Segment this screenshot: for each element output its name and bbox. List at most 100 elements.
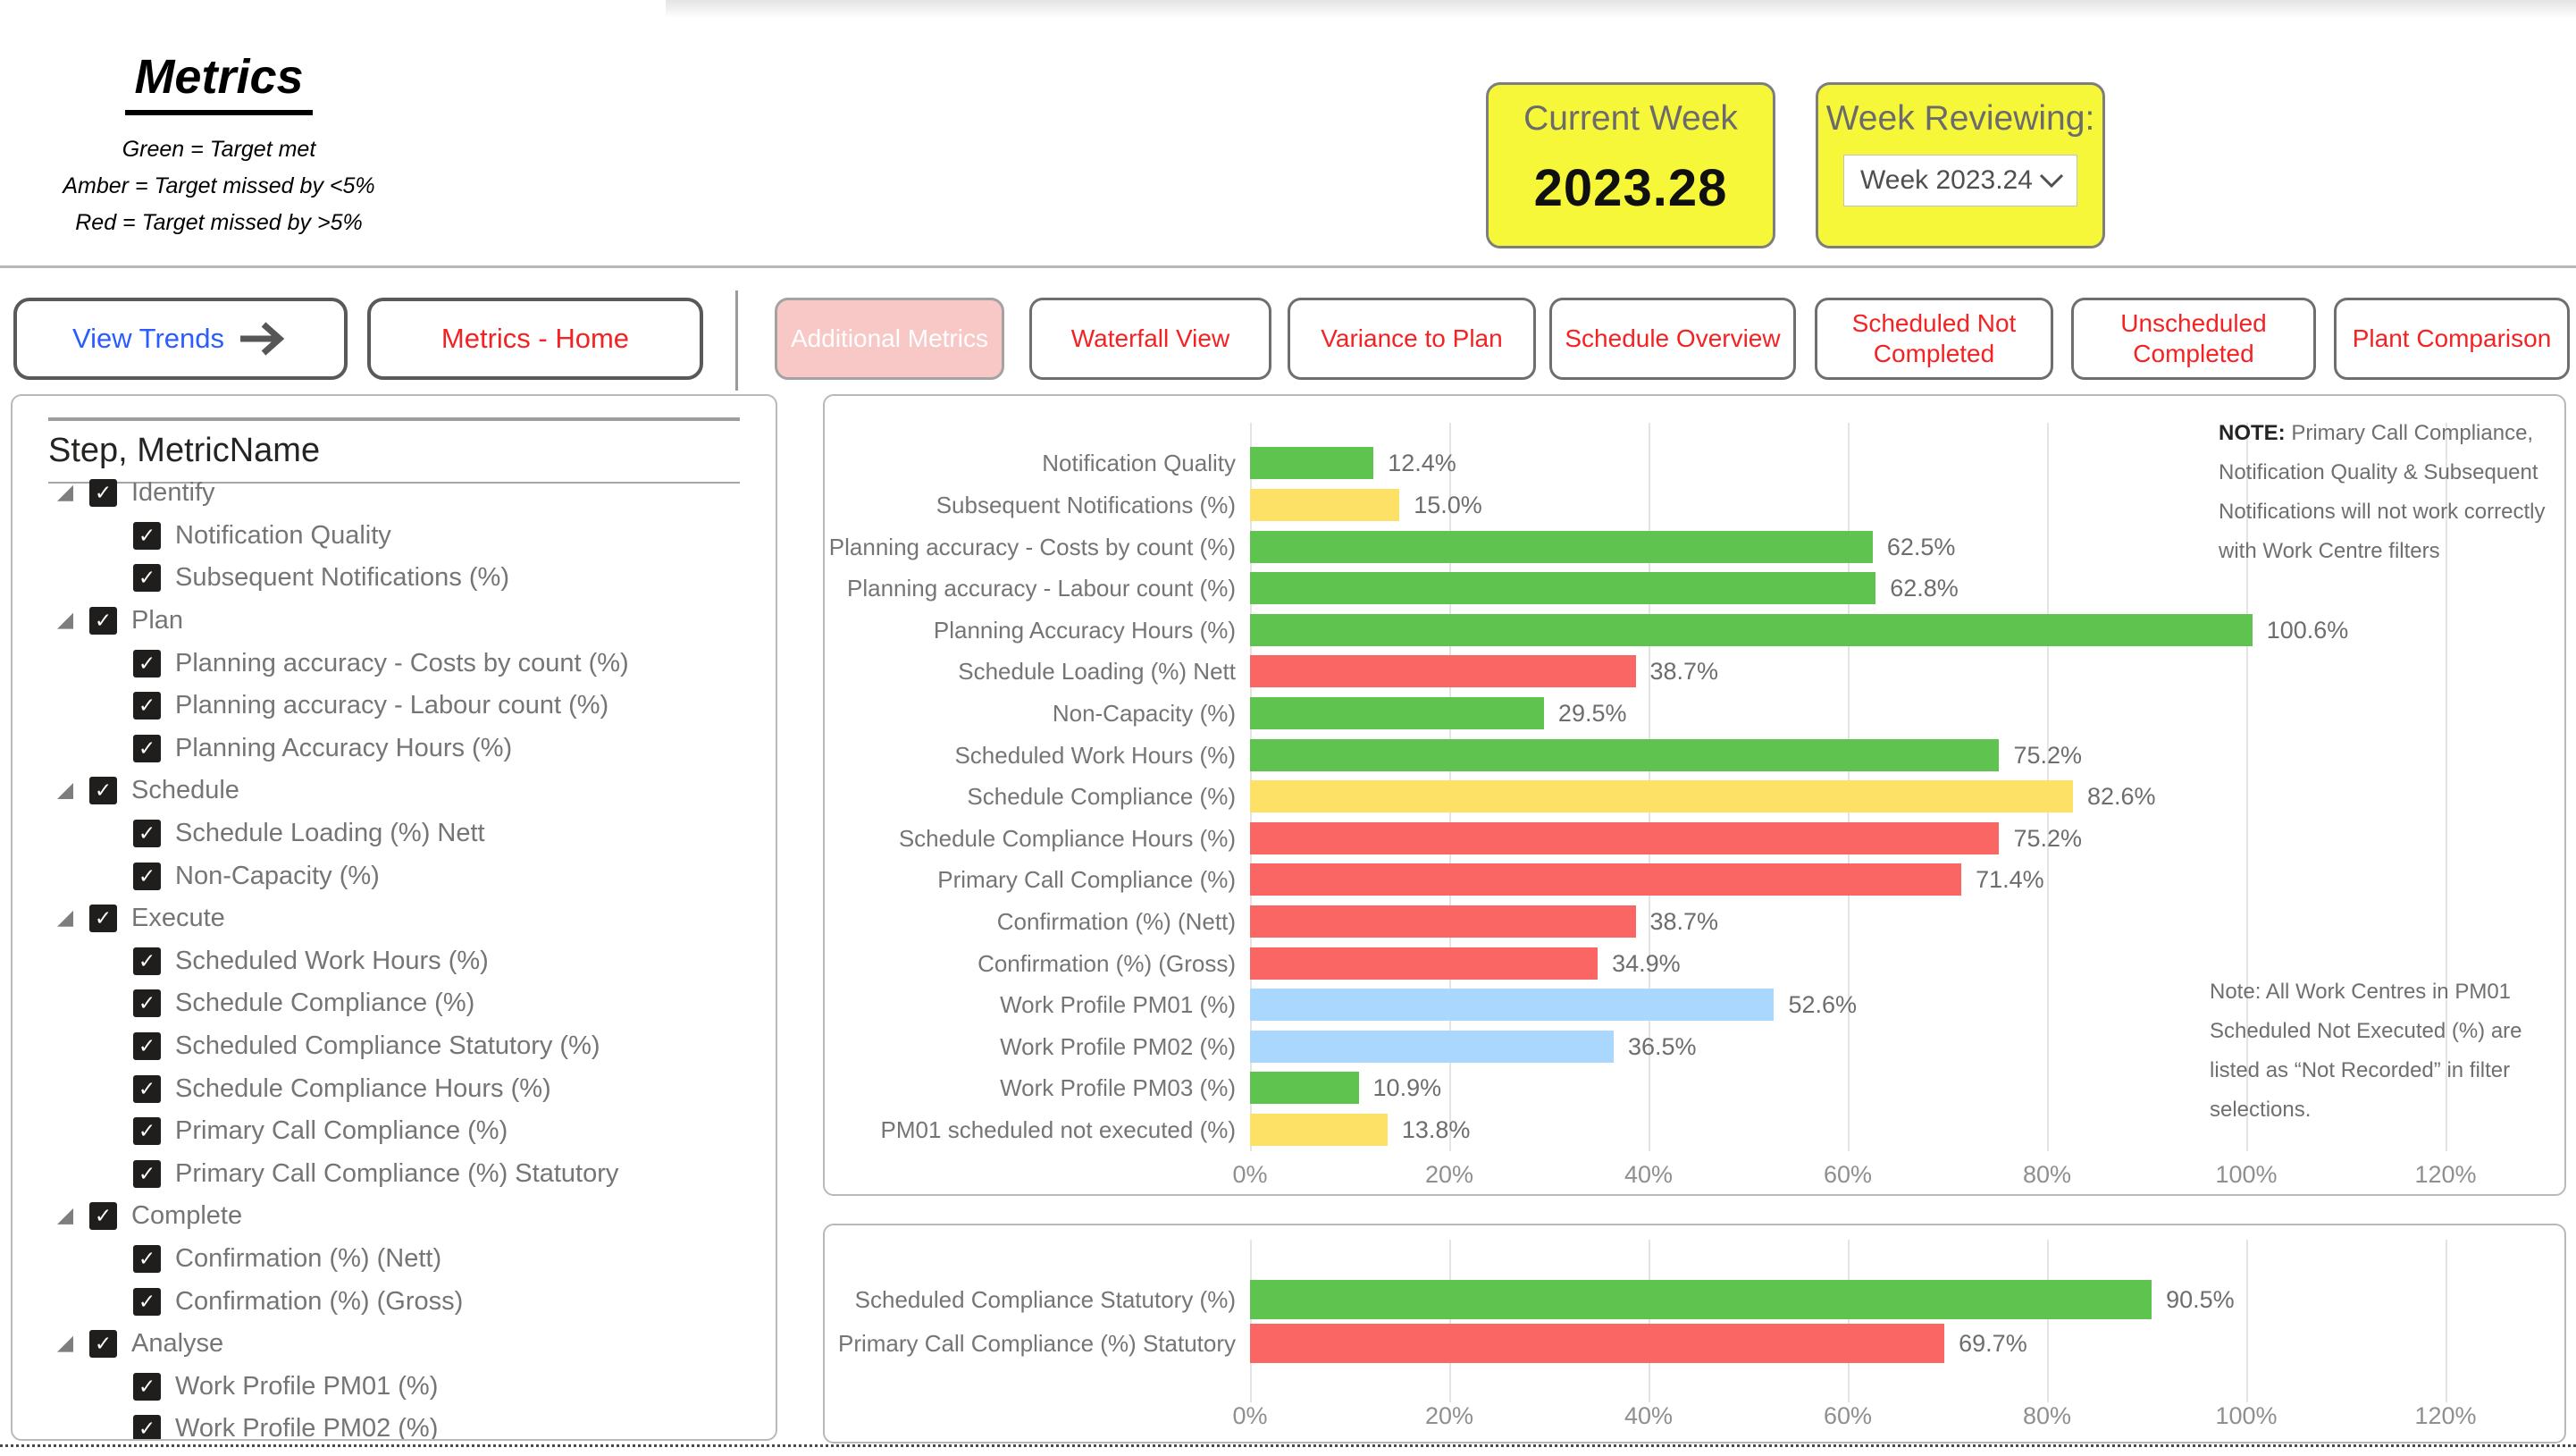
data-label: 38.7% xyxy=(1649,658,1719,686)
category-label: Scheduled Compliance Statutory (%) xyxy=(854,1285,1236,1313)
checkbox[interactable]: ✓ xyxy=(133,692,161,720)
checkbox[interactable]: ✓ xyxy=(133,862,161,890)
tree-item-identify[interactable]: ✓ Identify xyxy=(13,472,776,515)
tab-schedule-overview[interactable]: Schedule Overview xyxy=(1549,298,1796,380)
axis-tick-label: 120% xyxy=(2414,1402,2477,1429)
legend-green: Green = Target met xyxy=(122,137,316,162)
bar-schedule-loading-nett[interactable] xyxy=(1250,655,1636,688)
header-left: Metrics Green = Target met Amber = Targe… xyxy=(27,49,411,241)
tree-item-subsequent-notifications[interactable]: ✓ Subsequent Notifications (%) xyxy=(13,557,776,600)
expand-icon[interactable] xyxy=(57,612,73,629)
checkbox[interactable]: ✓ xyxy=(133,947,161,975)
bar-subsequent-notifications[interactable] xyxy=(1250,488,1400,521)
tree-item-planning-accuracy-labour-count[interactable]: ✓ Planning accuracy - Labour count (%) xyxy=(13,685,776,728)
tree-item-schedule[interactable]: ✓ Schedule xyxy=(13,770,776,812)
bar-scheduled-work-hours[interactable] xyxy=(1250,738,2000,771)
week-dropdown[interactable]: Week 2023.24 xyxy=(1843,155,2077,206)
data-label: 71.4% xyxy=(1976,866,2044,894)
bar-confirmation-gross[interactable] xyxy=(1250,947,1598,980)
tree-item-schedule-compliance-hours[interactable]: ✓ Schedule Compliance Hours (%) xyxy=(13,1067,776,1110)
category-label: Planning Accuracy Hours (%) xyxy=(933,616,1236,644)
tree-item-execute[interactable]: ✓ Execute xyxy=(13,897,776,940)
gridline xyxy=(1250,1240,1252,1402)
checkbox[interactable]: ✓ xyxy=(133,521,161,550)
bar-scheduled-compliance-statutory[interactable] xyxy=(1250,1279,2152,1319)
bar-confirmation-nett[interactable] xyxy=(1250,905,1636,938)
tree-item-schedule-compliance[interactable]: ✓ Schedule Compliance (%) xyxy=(13,982,776,1025)
bar-planning-accuracy-labour-count[interactable] xyxy=(1250,572,1876,605)
checkbox[interactable]: ✓ xyxy=(133,1287,161,1316)
tree-item-non-capacity[interactable]: ✓ Non-Capacity (%) xyxy=(13,854,776,897)
tree-item-label: Schedule Compliance (%) xyxy=(175,989,475,1018)
sidebar-topline xyxy=(48,417,740,421)
expand-icon[interactable] xyxy=(57,1208,73,1225)
tab-variance-to-plan[interactable]: Variance to Plan xyxy=(1288,298,1536,380)
bar-planning-accuracy-costs-by-count[interactable] xyxy=(1250,530,1873,563)
expand-icon[interactable] xyxy=(57,1335,73,1352)
tree-item-scheduled-work-hours[interactable]: ✓ Scheduled Work Hours (%) xyxy=(13,940,776,983)
tree-item-label: Complete xyxy=(131,1201,243,1231)
expand-icon[interactable] xyxy=(57,782,73,799)
tab-unscheduled-completed[interactable]: Unscheduled Completed xyxy=(2071,298,2316,380)
metrics-home-button[interactable]: Metrics - Home xyxy=(367,298,703,380)
bar-work-profile-pm01[interactable] xyxy=(1250,989,1775,1022)
bar-notification-quality[interactable] xyxy=(1250,447,1374,480)
tree-item-notification-quality[interactable]: ✓ Notification Quality xyxy=(13,515,776,558)
tree-item-schedule-loading-nett[interactable]: ✓ Schedule Loading (%) Nett xyxy=(13,812,776,855)
bar-schedule-compliance-hours[interactable] xyxy=(1250,821,2000,854)
checkbox[interactable]: ✓ xyxy=(133,1159,161,1188)
tree-item-confirmation-nett[interactable]: ✓ Confirmation (%) (Nett) xyxy=(13,1238,776,1281)
bar-non-capacity[interactable] xyxy=(1250,696,1544,729)
tree-item-plan[interactable]: ✓ Plan xyxy=(13,600,776,643)
expand-icon[interactable] xyxy=(57,910,73,927)
tab-waterfall-view[interactable]: Waterfall View xyxy=(1029,298,1271,380)
bar-work-profile-pm02[interactable] xyxy=(1250,1030,1614,1063)
tree-item-label: Scheduled Compliance Statutory (%) xyxy=(175,1031,600,1061)
checkbox[interactable]: ✓ xyxy=(133,564,161,593)
tree-item-analyse[interactable]: ✓ Analyse xyxy=(13,1323,776,1366)
bar-primary-call-compliance-statutory[interactable] xyxy=(1250,1323,1945,1363)
bar-primary-call-compliance[interactable] xyxy=(1250,863,1962,896)
checkbox[interactable]: ✓ xyxy=(133,820,161,848)
data-label: 62.5% xyxy=(1886,533,1956,560)
tab-plant-comparison[interactable]: Plant Comparison xyxy=(2334,298,2570,380)
checkbox[interactable]: ✓ xyxy=(89,777,117,805)
checkbox[interactable]: ✓ xyxy=(89,607,117,635)
data-label: 13.8% xyxy=(1401,1115,1471,1143)
sidebar-panel: Step, MetricName ✓ Identify ✓ Notification … xyxy=(11,394,777,1441)
tree-item-work-profile-pm01[interactable]: ✓ Work Profile PM01 (%) xyxy=(13,1365,776,1408)
tree-item-planning-accuracy-hours[interactable]: ✓ Planning Accuracy Hours (%) xyxy=(13,728,776,770)
axis-tick-label: 60% xyxy=(1823,1402,1873,1429)
tree-item-confirmation-gross[interactable]: ✓ Confirmation (%) (Gross) xyxy=(13,1280,776,1323)
tree-item-primary-call-compliance-statutory[interactable]: ✓ Primary Call Compliance (%) Statutory xyxy=(13,1153,776,1196)
tree-item-complete[interactable]: ✓ Complete xyxy=(13,1195,776,1238)
checkbox[interactable]: ✓ xyxy=(133,1372,161,1401)
expand-icon[interactable] xyxy=(57,484,73,501)
tree-item-scheduled-compliance-statutory[interactable]: ✓ Scheduled Compliance Statutory (%) xyxy=(13,1025,776,1068)
tab-additional-metrics[interactable]: Additional Metrics xyxy=(775,298,1004,380)
bar-planning-accuracy-hours[interactable] xyxy=(1250,613,2253,646)
checkbox[interactable]: ✓ xyxy=(89,1202,117,1231)
tree-item-work-profile-pm02[interactable]: ✓ Work Profile PM02 (%) xyxy=(13,1408,776,1439)
week-reviewing-label: Week Reviewing: xyxy=(1825,99,2095,138)
bar-pm01-scheduled-not-executed[interactable] xyxy=(1250,1113,1388,1146)
checkbox[interactable]: ✓ xyxy=(89,1330,117,1359)
checkbox[interactable]: ✓ xyxy=(133,1117,161,1146)
tree-item-primary-call-compliance[interactable]: ✓ Primary Call Compliance (%) xyxy=(13,1110,776,1153)
tree-item-planning-accuracy-costs-by-count[interactable]: ✓ Planning accuracy - Costs by count (%) xyxy=(13,642,776,685)
checkbox[interactable]: ✓ xyxy=(133,1415,161,1439)
checkbox[interactable]: ✓ xyxy=(133,1244,161,1273)
bar-schedule-compliance[interactable] xyxy=(1250,780,2073,813)
checkbox[interactable]: ✓ xyxy=(133,649,161,678)
checkbox[interactable]: ✓ xyxy=(133,989,161,1018)
checkbox[interactable]: ✓ xyxy=(133,734,161,762)
category-label: Primary Call Compliance (%) Statutory xyxy=(837,1329,1236,1357)
bar-work-profile-pm03[interactable] xyxy=(1250,1072,1359,1105)
checkbox[interactable]: ✓ xyxy=(133,1074,161,1103)
gridline xyxy=(1848,1240,1850,1402)
checkbox[interactable]: ✓ xyxy=(89,905,117,933)
checkbox[interactable]: ✓ xyxy=(133,1032,161,1061)
view-trends-button[interactable]: View Trends xyxy=(13,298,348,380)
checkbox[interactable]: ✓ xyxy=(89,479,117,508)
tab-scheduled-not-completed[interactable]: Scheduled Not Completed xyxy=(1815,298,2053,380)
